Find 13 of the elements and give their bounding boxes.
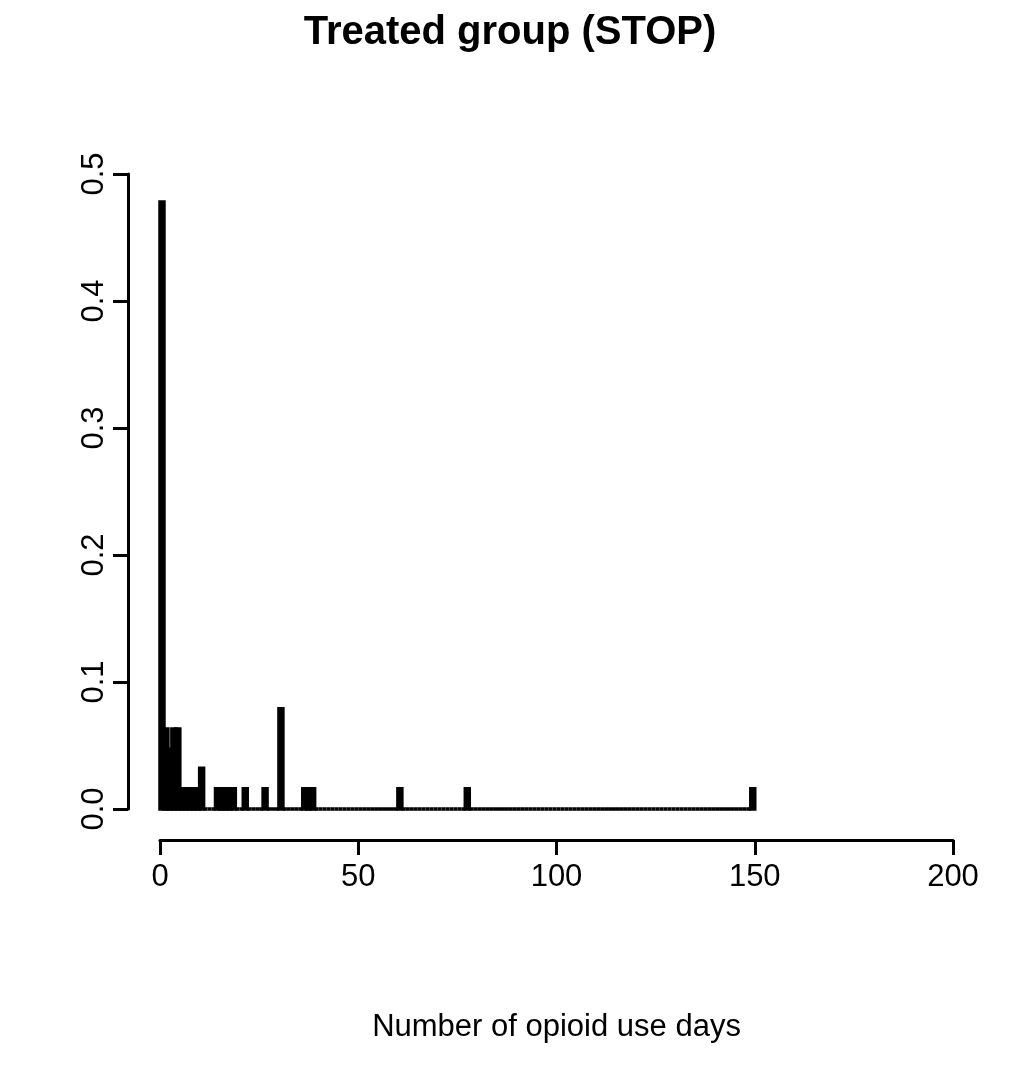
y-tick-label: 0.5 bbox=[75, 152, 110, 196]
chart-title: Treated group (STOP) bbox=[303, 8, 717, 52]
x-tick-label: 100 bbox=[530, 858, 583, 893]
x-tick-label: 150 bbox=[728, 858, 781, 893]
y-tick-label: 0.3 bbox=[75, 406, 110, 450]
x-axis-title: Number of opioid use days bbox=[372, 1008, 741, 1043]
x-tick-label: 0 bbox=[151, 858, 169, 893]
y-tick-label: 0.4 bbox=[75, 279, 110, 323]
y-tick-label: 0.0 bbox=[75, 787, 110, 831]
x-tick-label: 200 bbox=[927, 858, 979, 893]
y-tick-label: 0.2 bbox=[75, 533, 110, 577]
x-tick-label: 50 bbox=[341, 858, 376, 893]
y-tick-label: 0.1 bbox=[75, 660, 110, 704]
